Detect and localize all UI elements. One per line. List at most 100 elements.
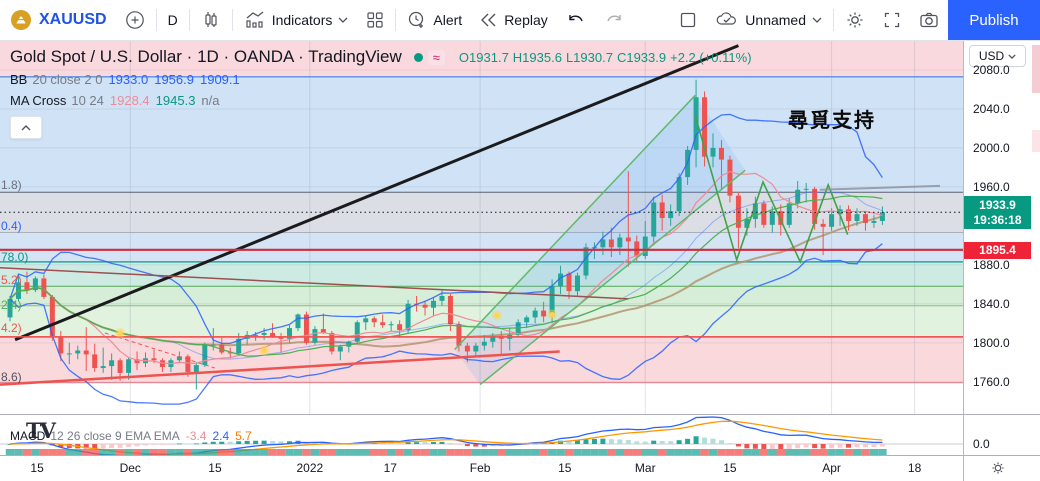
candle-body — [41, 278, 47, 297]
time-tick-label: 2022 — [296, 461, 324, 475]
trendline-drawing — [14, 44, 739, 342]
price-tick-label: 2040.0 — [973, 101, 1010, 116]
replay-button[interactable]: Replay — [471, 0, 557, 40]
macd-pane-bg — [0, 414, 963, 455]
candle-body — [642, 236, 648, 257]
approx-data-badge[interactable]: ≈ — [427, 50, 445, 66]
direction-strip-cell — [98, 449, 108, 455]
direction-strip-cell — [242, 449, 252, 455]
candle-body — [490, 335, 496, 342]
panel-layout-button[interactable] — [670, 0, 706, 40]
macd-histogram-bar — [405, 442, 411, 444]
candle-body — [803, 188, 809, 190]
settings-button[interactable] — [836, 0, 874, 40]
trendline-drawing — [819, 184, 941, 191]
direction-strip-cell — [302, 449, 311, 455]
market-status-dot[interactable] — [413, 53, 423, 63]
direction-strip-cell — [141, 449, 150, 455]
direction-strip-cell — [488, 449, 498, 455]
candle-body — [727, 159, 733, 196]
candle-body — [778, 211, 784, 225]
collapse-legend-button[interactable] — [10, 116, 42, 139]
candle-body — [92, 354, 98, 369]
redo-button[interactable] — [595, 0, 633, 40]
candle-body — [312, 329, 318, 343]
fullscreen-button[interactable] — [874, 0, 910, 40]
trendline-drawing — [104, 332, 216, 369]
candle-body — [820, 223, 826, 227]
channel-lower-line — [479, 169, 746, 386]
macd-histogram-bar — [685, 438, 691, 444]
candle-body — [117, 360, 123, 373]
chart-style-button[interactable] — [192, 0, 230, 40]
toolbar-separator — [231, 9, 233, 31]
ma-cross-legend[interactable]: MA Cross 10 24 1928.4 1945.3 n/a — [10, 93, 220, 108]
cloud-saved-icon — [716, 12, 737, 25]
chart-pane[interactable]: Gold Spot / U.S. Dollar · 1D · OANDA · T… — [0, 40, 963, 455]
direction-strip-cell — [632, 449, 642, 455]
direction-strip-cell — [513, 449, 523, 455]
pane-separator[interactable] — [0, 414, 1040, 415]
trendline-drawing — [0, 350, 560, 386]
candle-body — [447, 295, 453, 325]
direction-strip-cell — [386, 449, 396, 455]
candle-body — [668, 211, 674, 219]
direction-strip-cell — [378, 449, 387, 455]
direction-strip-cell — [530, 449, 540, 455]
macd-indicator-legend[interactable]: MACD 12 26 close 9 EMA EMA -3.4 2.4 5.7 — [10, 429, 252, 443]
price-tick-label: 1840.0 — [973, 296, 1010, 311]
macd-histogram-bar — [727, 443, 733, 444]
main-legend-row[interactable]: Gold Spot / U.S. Dollar · 1D · OANDA · T… — [10, 47, 756, 67]
time-tick-label: Dec — [119, 461, 141, 475]
currency-selector[interactable]: USD — [969, 45, 1026, 67]
direction-strip-cell — [200, 449, 210, 455]
candle-body — [676, 177, 682, 212]
undo-button[interactable] — [557, 0, 595, 40]
top-toolbar: XAUUSD D — [0, 0, 1040, 41]
low-value: L1930.7 — [565, 50, 613, 65]
price-chart-canvas[interactable] — [0, 40, 963, 455]
candle-body — [405, 303, 411, 331]
axis-settings-button[interactable] — [964, 455, 1031, 481]
snapshot-button[interactable] — [910, 0, 948, 40]
background-band — [0, 261, 963, 287]
direction-strip-cell — [361, 449, 370, 455]
save-layout-button[interactable]: Unnamed — [706, 0, 831, 40]
alert-button[interactable]: Alert — [398, 0, 471, 40]
direction-strip-cell — [463, 449, 472, 455]
candle-body — [854, 214, 860, 221]
time-axis-separator — [0, 455, 1040, 456]
candle-body — [617, 237, 623, 248]
publish-button[interactable]: Publish — [948, 0, 1040, 40]
price-axis[interactable]: USD 2080.0 2040.0 2000.0 1960.0 1880.0 1840.0… — [963, 40, 1031, 481]
bb-indicator-legend[interactable]: BB 20 close 2 0 1933.0 1956.9 1909.1 — [10, 72, 240, 87]
candle-body — [100, 366, 106, 369]
macd-histogram-bar — [676, 440, 682, 444]
toolbar-separator — [155, 9, 157, 31]
candle-body — [549, 286, 555, 317]
candle-body — [58, 336, 64, 354]
toolbar-separator — [833, 9, 834, 31]
direction-strip-cell — [522, 449, 531, 455]
candle-body — [75, 350, 81, 354]
cross-marker — [549, 311, 555, 318]
chart-text-annotation[interactable]: 尋覓支持 — [788, 110, 876, 132]
candle-body — [879, 212, 885, 221]
direction-strip-cell — [446, 449, 455, 455]
macd-hist-value: -3.4 — [185, 429, 207, 443]
time-axis[interactable]: 15 Dec 15 2022 17 Feb 15 Mar 15 Apr 18 — [0, 455, 963, 481]
compare-add-button[interactable] — [116, 0, 154, 40]
interval-button[interactable]: D — [159, 0, 187, 40]
candle-body — [422, 304, 428, 308]
candle-body — [769, 211, 775, 225]
macd-histogram-bar — [397, 443, 403, 445]
symbol-button[interactable]: XAUUSD — [0, 0, 116, 40]
candle-body — [176, 356, 182, 361]
direction-strip-cell — [818, 449, 828, 455]
macd-histogram-bar — [803, 444, 809, 448]
macd-histogram-bar — [752, 444, 758, 449]
fib-level-label: 2.4) — [1, 297, 22, 312]
indicators-button[interactable]: Indicators — [235, 0, 358, 40]
candle-body — [558, 273, 564, 287]
templates-grid-button[interactable] — [357, 0, 393, 40]
